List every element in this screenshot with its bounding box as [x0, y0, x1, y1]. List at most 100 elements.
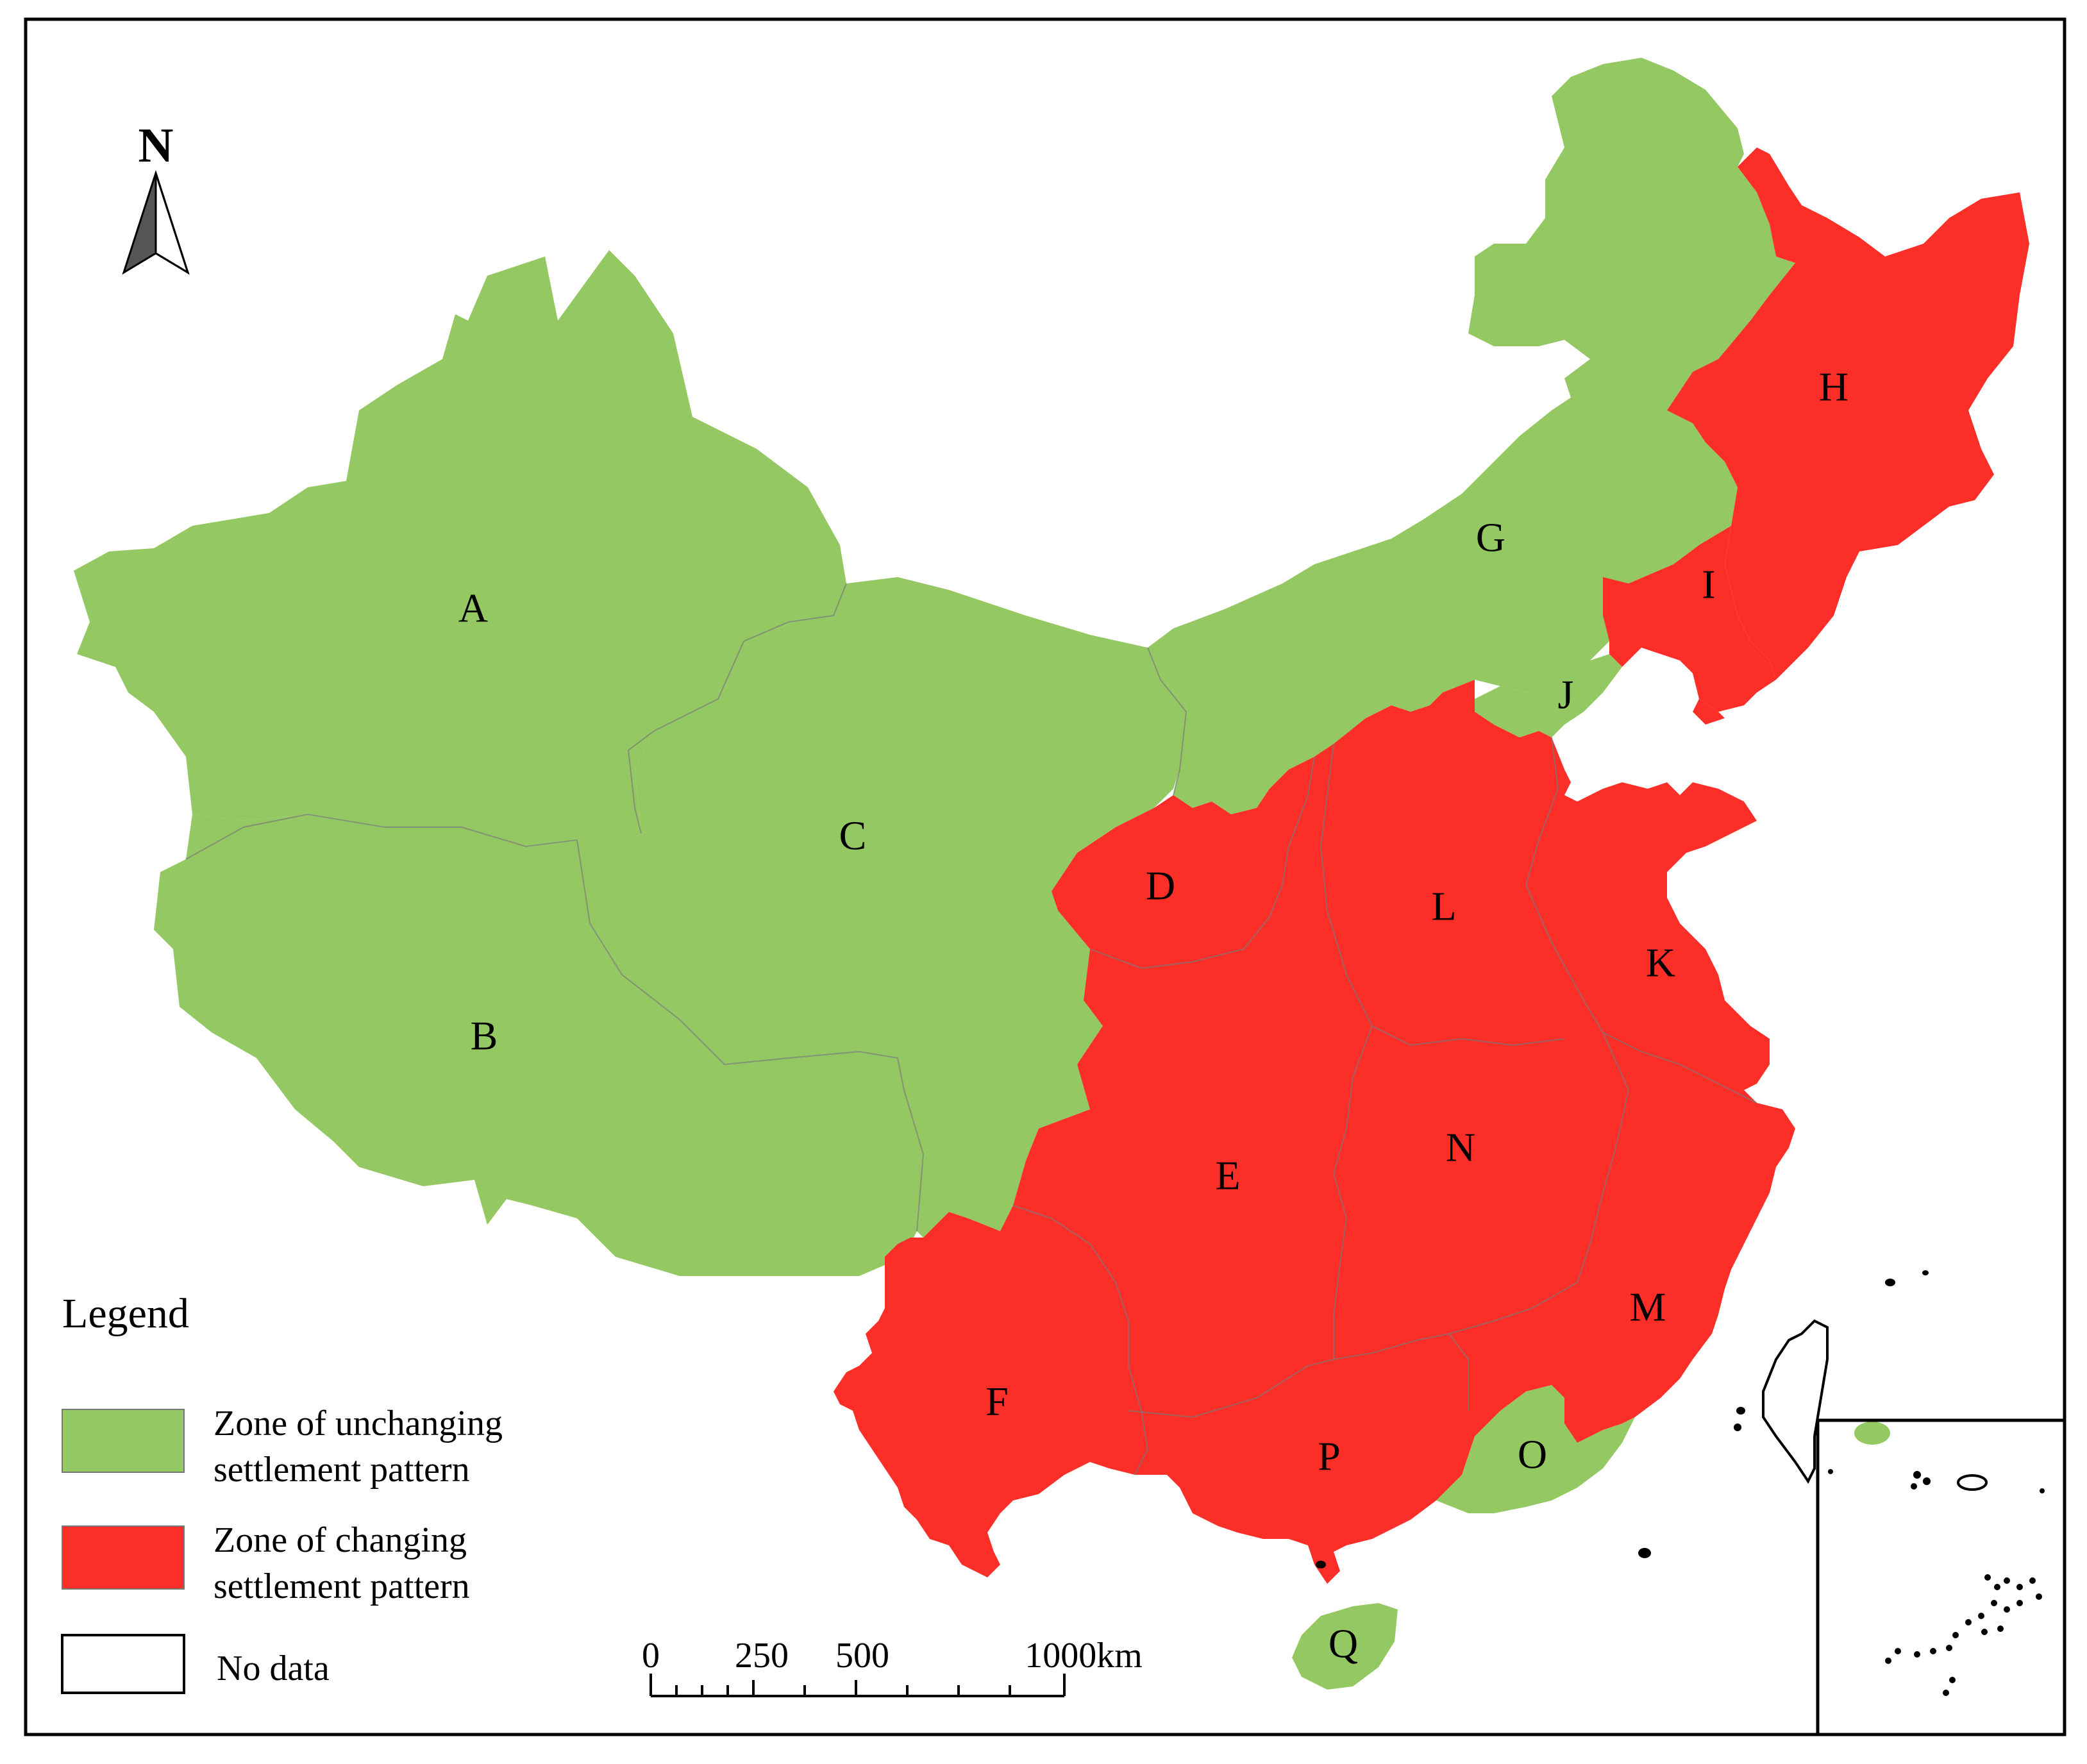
inset-island-dots	[1828, 1469, 2045, 1696]
inset-dot	[2029, 1577, 2036, 1584]
boundary-E-P	[1128, 1332, 1469, 1418]
region-label-N: N	[1446, 1125, 1475, 1170]
legend-swatch-changing	[62, 1525, 185, 1590]
inset-dot	[1952, 1632, 1959, 1638]
legend-swatch-unchanging	[62, 1409, 185, 1473]
region-label-P: P	[1318, 1434, 1341, 1479]
island-dot	[1922, 1270, 1929, 1275]
region-label-M: M	[1630, 1284, 1666, 1330]
inset-dot	[1984, 1574, 1991, 1581]
region-J-shape	[1475, 654, 1622, 737]
inset-dot	[2040, 1488, 2045, 1493]
zone-unchanging-group	[74, 58, 1890, 1690]
scale-tick-label-500: 500	[835, 1636, 889, 1676]
boundary-L-K	[1525, 737, 1604, 1033]
inset-dot	[2016, 1584, 2023, 1590]
inset-green-island	[1854, 1422, 1890, 1445]
inset-frame	[1816, 1418, 2066, 1736]
small-islands	[1316, 1270, 1929, 1568]
legend-label-unchanging-line1: Zone of unchanging	[214, 1404, 503, 1443]
boundary-A-C	[627, 583, 847, 834]
boundary-E-N	[1332, 1025, 1373, 1359]
island-dot	[1885, 1279, 1895, 1286]
legend-title: Legend	[62, 1290, 189, 1337]
region-label-D: D	[1146, 863, 1175, 909]
inset-dot	[1930, 1648, 1936, 1654]
boundary-E-L	[1320, 743, 1565, 1046]
boundary-B-C	[576, 839, 925, 1232]
scale-tick-label-250: 250	[735, 1636, 789, 1676]
region-label-J: J	[1558, 672, 1574, 718]
north-arrow-label: N	[138, 119, 174, 172]
region-Q-shape	[1292, 1603, 1398, 1690]
region-I-shape	[1603, 526, 1776, 712]
inset-dot	[1885, 1658, 1891, 1664]
region-labels: A B C D E F G H I J K L M N O P Q	[458, 364, 1848, 1667]
region-DEFKLMNP-shape	[834, 680, 1795, 1584]
zone-changing-group	[834, 147, 2029, 1584]
region-label-I: I	[1702, 562, 1715, 607]
inset-dot	[2004, 1606, 2010, 1613]
internal-boundaries	[185, 583, 1757, 1475]
region-H-shape	[1667, 147, 2029, 680]
region-B-shape	[154, 814, 923, 1276]
boundary-K-M	[1602, 1032, 1757, 1104]
region-label-O: O	[1518, 1432, 1547, 1477]
inset-dot	[1994, 1584, 2000, 1590]
inset-dot	[1914, 1651, 1920, 1658]
region-label-C: C	[839, 813, 867, 859]
island-dot	[1736, 1407, 1745, 1415]
region-label-H: H	[1819, 364, 1848, 410]
region-label-K: K	[1646, 940, 1675, 986]
legend-label-no-data: No data	[217, 1649, 330, 1688]
inset-dot	[1981, 1629, 1988, 1635]
boundary-A-B	[185, 813, 578, 860]
region-G-shape	[1148, 58, 1795, 814]
scale-bar-ticks	[650, 1674, 1066, 1696]
boundary-E-F	[1012, 1205, 1149, 1475]
inset-dot	[1978, 1613, 1984, 1619]
inset-dot	[1991, 1600, 1997, 1606]
north-arrow: N	[122, 119, 190, 275]
island-dot	[1734, 1424, 1741, 1431]
inset-dot	[2036, 1593, 2042, 1600]
scale-tick-label-0: 0	[642, 1636, 660, 1676]
inset-dot	[1828, 1469, 1833, 1474]
legend-label-changing-line1: Zone of changing	[214, 1520, 467, 1560]
inset-island	[1957, 1474, 1988, 1491]
inset-dot	[1965, 1619, 1972, 1625]
region-O-shape	[1436, 1385, 1635, 1513]
region-label-A: A	[458, 585, 488, 631]
boundary-N-M	[1448, 1032, 1630, 1334]
north-arrow-outline	[122, 170, 190, 275]
south-sea-inset	[1816, 1418, 2066, 1736]
region-label-B: B	[471, 1013, 498, 1059]
region-label-F: F	[985, 1379, 1009, 1424]
inset-dot	[2004, 1577, 2010, 1584]
region-label-Q: Q	[1328, 1621, 1358, 1667]
scale-bar: 0 250 500 1000km	[642, 1636, 1143, 1697]
inset-dot	[1997, 1625, 2004, 1632]
region-label-E: E	[1215, 1153, 1240, 1198]
legend-swatch-no-data	[61, 1634, 185, 1694]
region-label-G: G	[1476, 515, 1505, 560]
boundary-C-G	[1147, 647, 1187, 796]
inset-dot	[1911, 1483, 1917, 1490]
inset-dot	[1949, 1677, 1956, 1683]
inset-dot	[2016, 1600, 2023, 1606]
island-dot	[1316, 1561, 1326, 1568]
legend-label-unchanging-line2: settlement pattern	[214, 1450, 470, 1490]
taiwan-no-data-shape	[1762, 1319, 1829, 1484]
legend-label-changing-line2: settlement pattern	[214, 1567, 470, 1606]
inset-dot	[1895, 1648, 1901, 1654]
boundary-D-E	[1089, 756, 1315, 970]
inset-dot	[1913, 1471, 1921, 1479]
scale-tick-label-1000km: 1000km	[1025, 1636, 1143, 1676]
region-label-L: L	[1431, 884, 1456, 929]
region-C-shape	[577, 577, 1186, 1238]
region-A-shape	[74, 250, 846, 853]
island-dot	[1638, 1548, 1651, 1558]
legend: Legend Zone of unchanging settlement pat…	[61, 1290, 503, 1694]
inset-dot	[1946, 1645, 1952, 1651]
